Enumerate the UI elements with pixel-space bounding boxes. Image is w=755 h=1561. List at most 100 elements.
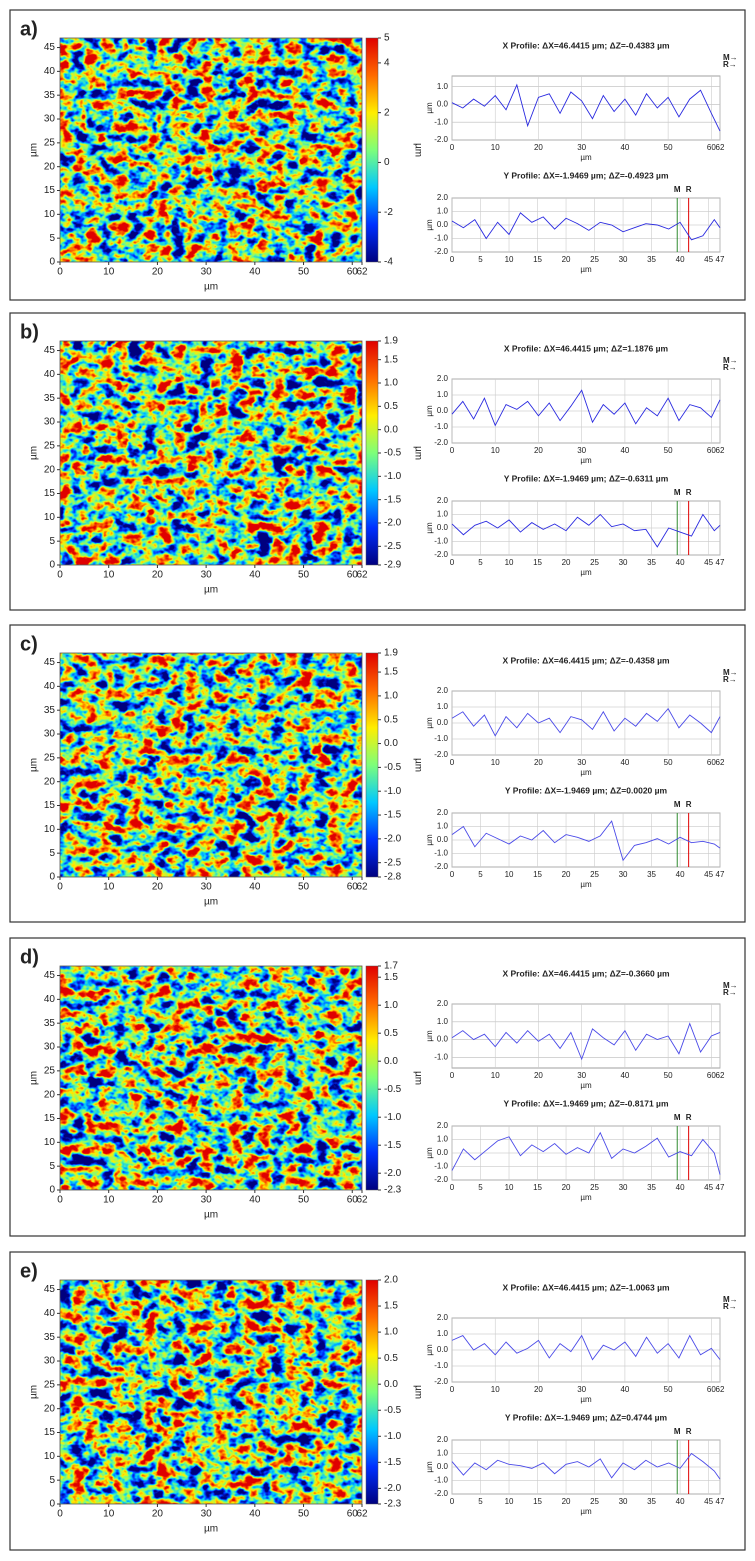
y-axis-label: µm	[29, 758, 40, 772]
x-tick-label: 47	[716, 1497, 725, 1506]
y-tick-label: 40	[44, 1308, 56, 1319]
colorbar-tick-label: 1.0	[384, 691, 398, 702]
y-tick-label: 20	[44, 464, 56, 475]
colorbar-tick-label: -0.5	[384, 448, 402, 459]
colorbar-tick-label: -1.0	[384, 786, 402, 797]
x-tick-label: 60	[347, 1509, 359, 1520]
y-tick-label: 2.0	[437, 1313, 449, 1322]
colorbar-tick-label: 1.7	[384, 961, 398, 972]
x-tick-label: 20	[562, 870, 571, 879]
x-tick-label: 10	[505, 255, 514, 264]
y-tick-label: 2.0	[437, 193, 449, 202]
colorbar-tick-label: 1.9	[384, 648, 398, 659]
panel-label: a)	[20, 18, 38, 40]
y-tick-label: 1.0	[437, 1017, 449, 1026]
x-tick-label: 50	[664, 1385, 673, 1394]
y-tick-label: 0.0	[437, 220, 449, 229]
x-tick-label: 20	[534, 446, 543, 455]
y-tick-label: 0	[49, 560, 55, 571]
profile-line	[451, 83, 721, 132]
x-tick-label: 45	[704, 558, 713, 567]
colorbar-tick-label: -2.9	[384, 560, 402, 571]
x-tick-label: 20	[562, 1183, 571, 1192]
colorbar-tick-label: -2.5	[384, 541, 402, 552]
x-tick-label: 25	[590, 1497, 599, 1506]
x-tick-label: 15	[533, 558, 542, 567]
x-tick-label: 30	[619, 870, 628, 879]
colorbar-label: µm	[412, 446, 423, 460]
profile-line	[451, 1131, 721, 1175]
y-tick-label: -2.0	[434, 438, 448, 447]
y-tick-label: 0	[49, 1499, 55, 1510]
surface-map	[60, 653, 362, 877]
marker-label: M	[674, 185, 681, 194]
colorbar-tick-label: -1.5	[384, 1140, 402, 1151]
x-tick-label: 0	[450, 1183, 455, 1192]
x-tick-label: 35	[647, 1183, 656, 1192]
colorbar-tick-label: 1.9	[384, 336, 398, 347]
y-tick-label: 0	[49, 1185, 55, 1196]
y-tick-label: -1.0	[434, 1476, 448, 1485]
x-tick-label: 20	[562, 1497, 571, 1506]
y-tick-label: -1.0	[434, 1361, 448, 1370]
y-tick-label: 2.0	[437, 808, 449, 817]
y-tick-label: 0.0	[437, 523, 449, 532]
profile-title: Y Profile: ΔX=-1.9469 µm; ΔZ=-0.6311 µm	[504, 473, 669, 483]
colorbar-tick-label: -2.0	[384, 518, 402, 529]
x-tick-label: 40	[676, 1183, 685, 1192]
y-tick-label: 1.0	[437, 1449, 449, 1458]
y-tick-label: 2.0	[437, 686, 449, 695]
y-tick-label: -2.0	[434, 750, 448, 759]
y-tick-label: -1.0	[434, 422, 448, 431]
colorbar-tick-label: 4	[384, 58, 390, 69]
y-tick-label: 20	[44, 1089, 56, 1100]
x-tick-label: 40	[249, 1195, 261, 1206]
x-axis-label: µm	[580, 768, 592, 777]
profile-title: X Profile: ΔX=46.4415 µm; ΔZ=-1.0063 µm	[502, 1282, 670, 1292]
y-tick-label: 45	[44, 345, 56, 356]
y-tick-label: -2.0	[434, 1175, 448, 1184]
marker-legend: R→	[723, 363, 737, 372]
y-tick-label: 0.0	[437, 406, 449, 415]
y-axis-label: µm	[425, 1461, 434, 1473]
y-tick-label: -2.0	[434, 1489, 448, 1498]
y-tick-label: 15	[44, 488, 56, 499]
colorbar-tick-label: 2	[384, 107, 390, 118]
x-tick-label: 0	[450, 1497, 455, 1506]
y-tick-label: -1.0	[434, 1052, 448, 1061]
x-tick-label: 30	[577, 1385, 586, 1394]
colorbar-tick-label: 2.0	[384, 1275, 398, 1286]
y-tick-label: 1.0	[437, 702, 449, 711]
y-tick-label: 2.0	[437, 1121, 449, 1130]
x-tick-label: 40	[249, 1509, 261, 1520]
x-tick-label: 20	[152, 882, 164, 893]
marker-label: M	[674, 800, 681, 809]
colorbar-tick-label: 0.0	[384, 1379, 398, 1390]
profile-line	[451, 1022, 721, 1061]
colorbar-tick-label: -2.3	[384, 1185, 402, 1196]
x-tick-label: 62	[356, 882, 368, 893]
y-tick-label: 5	[49, 1161, 55, 1172]
x-tick-label: 50	[298, 1195, 310, 1206]
x-tick-label: 10	[103, 1195, 115, 1206]
y-tick-label: 45	[44, 970, 56, 981]
x-tick-label: 60	[707, 446, 716, 455]
profile-line	[451, 1334, 721, 1361]
x-tick-label: 20	[152, 1195, 164, 1206]
y-tick-label: -2.0	[434, 247, 448, 256]
y-tick-label: 2.0	[437, 1435, 449, 1444]
y-tick-label: 10	[44, 824, 56, 835]
profile-title: X Profile: ΔX=46.4415 µm; ΔZ=-0.3660 µm	[502, 968, 670, 978]
x-axis-label: µm	[580, 568, 592, 577]
x-tick-label: 20	[562, 255, 571, 264]
surface-map	[60, 38, 362, 262]
y-tick-label: 5	[49, 536, 55, 547]
y-tick-label: 0.0	[437, 1345, 449, 1354]
x-axis-label: µm	[204, 897, 218, 908]
colorbar-tick-label: -2.5	[384, 857, 402, 868]
y-tick-label: 2.0	[437, 999, 449, 1008]
colorbar-tick-label: -0.5	[384, 762, 402, 773]
x-tick-label: 30	[201, 1195, 213, 1206]
colorbar-tick-label: 0.5	[384, 401, 398, 412]
y-tick-label: 0.0	[437, 718, 449, 727]
